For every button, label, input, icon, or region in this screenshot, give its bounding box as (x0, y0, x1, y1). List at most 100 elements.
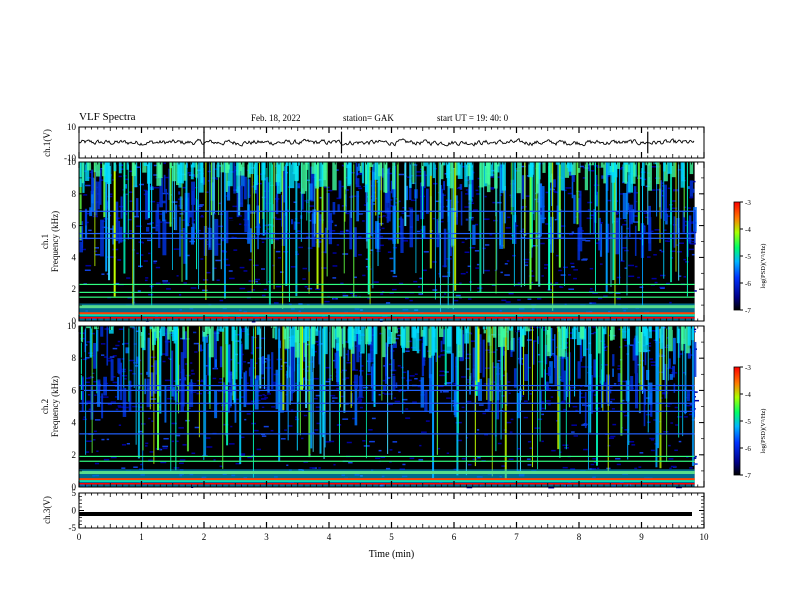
g-spec1-hiss-cell (328, 212, 333, 245)
g-spec2-noise-cell (171, 440, 175, 443)
g-spec2-noise-cell (346, 362, 352, 364)
g-spec1-sferic (610, 162, 612, 287)
g-spec1-noise-cell (100, 179, 106, 181)
g-spec2-noise-cell (448, 382, 452, 385)
g-spec1-noise-cell (497, 176, 500, 178)
g-spec2-noise-cell (309, 467, 316, 469)
g-spec1-noise-cell (465, 193, 471, 195)
g-spec1-noise-cell (294, 222, 301, 224)
g-spec1-noise-cell (261, 241, 265, 244)
g-spec2-hiss-cell (214, 333, 217, 370)
g-spec2-noise-cell (541, 413, 545, 416)
g-spec1-sferic (266, 162, 268, 286)
g-spec2-noise-cell (456, 439, 462, 442)
g-spec1-noise-cell (307, 199, 313, 202)
g-spec2-noise-cell (149, 451, 154, 453)
g-spec2-noise-cell (389, 461, 392, 463)
g-spec2-sferic (297, 326, 299, 436)
g-spec2-hiss-cell (590, 375, 593, 414)
g-spec1-noise-cell (626, 227, 629, 230)
g-cbar2-tick-label: -7 (745, 472, 751, 480)
g-spec1-burst (143, 162, 149, 166)
g-spec1-hiss-cell (598, 217, 601, 251)
g-spec1-noise-cell (397, 218, 403, 220)
g-spec2-hiss-cell (90, 386, 93, 413)
g-spec2-noise-cell (237, 362, 240, 364)
g-spec1-sferic (198, 162, 200, 290)
g-spec1-noise-cell (255, 280, 258, 283)
g-spec1-noise-cell (248, 259, 253, 261)
g-spec2-noise-cell (199, 384, 203, 386)
g-spec2-burst (216, 326, 219, 342)
g-spec1-noise-cell (387, 251, 392, 253)
g-spec2-sferic (585, 326, 587, 387)
g-spec2-burst (323, 326, 328, 328)
g-spec1-noise-cell (153, 262, 157, 264)
g-spec1-burst (276, 162, 281, 194)
g-spec2-burst (331, 326, 336, 348)
g-spec1-sferic (479, 162, 482, 293)
g-spec1-hiss-cell (554, 218, 557, 221)
g-spec1-hiss-cell (325, 227, 328, 254)
g-spec2-noise-cell (529, 393, 533, 395)
g-spec2-noise-cell (538, 360, 544, 363)
g-spec2-sferic (557, 326, 560, 450)
g-spec1-noise-cell (205, 191, 209, 193)
g-spec1-noise-cell (181, 219, 186, 221)
g-spec2-noise-cell (345, 377, 350, 379)
g-spec1-sferic (659, 162, 661, 243)
g-spec1-noise-cell (691, 253, 695, 256)
g-spec2-sferic (350, 326, 352, 408)
g-spec1-noise-cell (336, 244, 340, 246)
g-spec2-noise-cell (476, 429, 480, 431)
g-spec2-hiss-cell (482, 339, 485, 378)
g-spec2-ytick-label: 2 (72, 450, 77, 460)
g-spec2-noise-cell (83, 416, 86, 418)
g-spec2-hiss-cell (579, 389, 582, 414)
g-spec2-burst (311, 326, 316, 345)
g-spec1-sferic (220, 162, 222, 270)
g-spec1-noise-cell (398, 173, 404, 176)
g-spec1-sferic (612, 162, 615, 281)
g-spec2-noise-cell (314, 350, 317, 353)
g-spec1-sferic (439, 162, 441, 278)
g-spec2-noise-cell (133, 343, 137, 345)
g-spec1-hiss-cell (400, 218, 404, 253)
g-spec2-hiss-cell (153, 372, 157, 394)
g-spec2-noise-cell (261, 435, 267, 437)
g-spec2-hiss-cell (245, 370, 248, 403)
g-spec2-noise-cell (634, 467, 638, 470)
g-spec1-hiss-cell (440, 188, 443, 219)
g-spec2-hiss-cell (673, 383, 676, 393)
g-spec2-noise-cell (674, 449, 678, 452)
g-spec2-noise-cell (439, 370, 445, 373)
g-spec2-noise-cell (240, 436, 245, 439)
g-spec2-hiss-cell (358, 376, 361, 378)
g-spec2-burst (224, 326, 228, 328)
g-spec2-noise-cell (271, 406, 276, 408)
g-spec2-noise-cell (570, 468, 576, 470)
g-spec2-sferic (539, 326, 541, 442)
g-spec2-noise-cell (213, 459, 216, 461)
g-spec2-noise-cell (356, 398, 362, 400)
g-spec1-hiss-cell (247, 179, 251, 199)
g-spec2-noise-cell (173, 467, 180, 469)
g-spec1-noise-cell (182, 186, 186, 189)
g-spec1-noise-cell (578, 165, 584, 168)
g-spec2-noise-cell (392, 441, 398, 443)
g-spec1-noise-cell (351, 294, 358, 297)
g-spec1-noise-cell (597, 297, 603, 300)
g-spec1-hiss-cell (282, 166, 286, 203)
g-spec1-noise-cell (156, 202, 160, 204)
g-spec1-noise-cell (239, 266, 245, 269)
g-spec1-noise-cell (616, 212, 620, 214)
g-spec2-noise-cell (533, 340, 537, 342)
g-spec1-hiss-cell (125, 193, 128, 195)
g-spec2-noise-cell (419, 444, 422, 447)
g-spec1-hiss-cell (634, 225, 637, 256)
g-spec2-noise-cell (591, 468, 597, 470)
g-spec1-noise-cell (691, 221, 694, 223)
g-spec1-burst (464, 162, 468, 188)
g-spec2-noise-cell (301, 437, 304, 440)
g-spec1-hiss-cell (622, 192, 627, 220)
